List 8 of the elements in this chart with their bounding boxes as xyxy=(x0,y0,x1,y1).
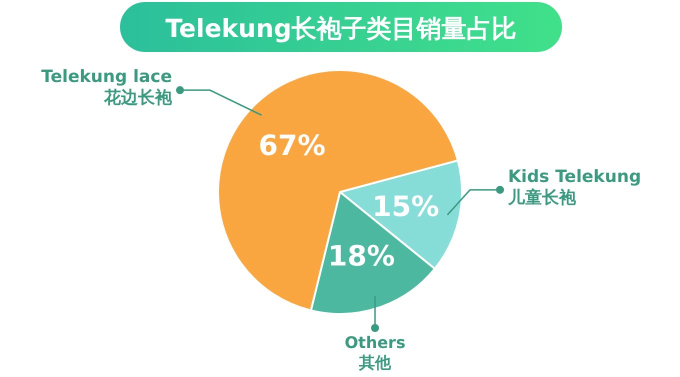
slice-label: Kids Telekung 儿童长袍 xyxy=(507,166,642,208)
slice-label: Others 其他 xyxy=(344,333,406,372)
slice-label: Telekung lace 花边长袍 xyxy=(41,67,173,108)
data-label: 15% xyxy=(372,190,440,223)
data-label: 18% xyxy=(328,240,395,273)
data-label: 67% xyxy=(258,129,326,162)
chart-title: Telekung长袍子类目销量占比 xyxy=(165,14,517,43)
pie-slice xyxy=(217,69,459,312)
